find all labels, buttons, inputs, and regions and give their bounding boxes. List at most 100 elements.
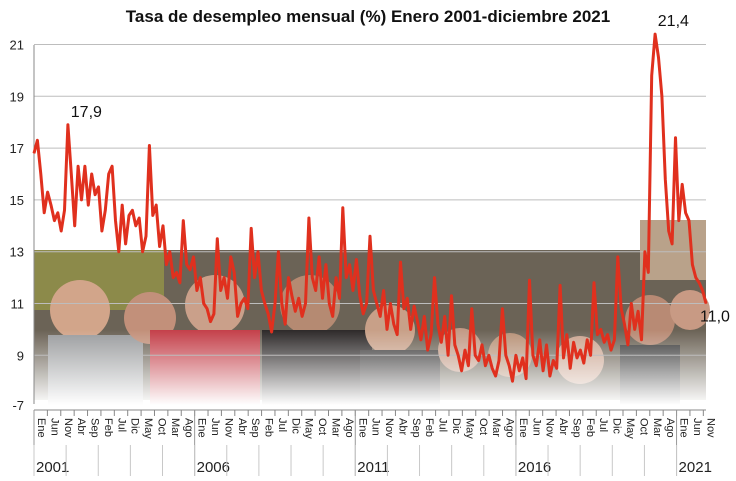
y-tick-label: 19 [10, 89, 24, 104]
series-point [698, 282, 700, 284]
series-point [362, 313, 364, 315]
series-point [216, 238, 218, 240]
series-point [637, 310, 639, 312]
series-point [600, 328, 602, 330]
series-point [206, 308, 208, 310]
series-point [393, 323, 395, 325]
series-point [528, 279, 531, 281]
series-point [175, 271, 178, 274]
series-point [298, 297, 300, 299]
annotation-label: 17,9 [71, 104, 102, 121]
series-point [416, 321, 419, 323]
x-year-label: 2001 [36, 459, 69, 476]
x-month-label: Nov [222, 418, 234, 438]
x-month-label: Sep [249, 418, 261, 438]
series-point [158, 245, 161, 248]
series-point [291, 295, 293, 297]
series-point [111, 165, 113, 167]
series-point [372, 289, 374, 292]
series-point [535, 365, 537, 367]
series-point [532, 354, 534, 356]
series-point [590, 354, 592, 356]
series-point [702, 289, 704, 292]
x-month-label: Mar [169, 418, 181, 437]
series-point [301, 315, 303, 318]
series-point [647, 271, 649, 274]
x-month-label: Feb [423, 418, 435, 437]
x-month-label: Dic [450, 418, 462, 434]
series-point [311, 277, 313, 279]
series-point [617, 256, 619, 258]
series-point [474, 354, 476, 356]
x-month-label: Ene [678, 418, 690, 438]
series-point [579, 349, 582, 351]
series-point [695, 277, 697, 279]
series-point [165, 264, 167, 266]
series-point [284, 323, 286, 325]
series-point [125, 243, 127, 245]
x-month-label: May [624, 418, 636, 439]
x-month-label: May [303, 418, 315, 439]
series-point [60, 230, 62, 232]
y-tick-label: 9 [17, 348, 24, 363]
series-point [277, 251, 279, 253]
series-point [410, 328, 412, 330]
series-point [542, 370, 544, 372]
series-point [566, 333, 568, 336]
series-point [335, 277, 337, 279]
series-point [478, 359, 480, 362]
series-point [152, 214, 154, 217]
series-point [359, 295, 361, 297]
annotation-label: 11,0 [700, 309, 730, 326]
series-point [559, 284, 561, 286]
x-month-label: May [142, 418, 154, 439]
x-month-label: Ago [182, 418, 194, 438]
series-point [610, 349, 612, 351]
series-point [53, 220, 55, 222]
series-point [274, 302, 276, 305]
series-point [281, 302, 283, 305]
x-month-label: Ago [343, 418, 355, 438]
series-point [382, 289, 385, 292]
series-point [118, 251, 120, 253]
series-point [91, 173, 93, 175]
series-point [518, 370, 520, 372]
y-tick-label: 15 [10, 193, 24, 208]
series-point [444, 315, 446, 318]
x-month-label: Nov [62, 418, 74, 438]
series-point [257, 251, 259, 253]
series-point [67, 124, 69, 126]
series-point [454, 344, 456, 346]
series-point [603, 341, 605, 343]
series-point [40, 173, 42, 175]
series-point [688, 220, 690, 222]
series-point [484, 365, 486, 367]
series-point [413, 305, 415, 307]
y-tick-label: 11 [11, 297, 25, 312]
series-point [545, 344, 548, 346]
x-month-label: Ene [356, 418, 368, 438]
series-point [308, 217, 310, 219]
series-point [369, 235, 371, 237]
series-point [671, 243, 673, 245]
series-point [471, 308, 473, 310]
series-point [226, 297, 229, 299]
x-month-label: Ago [504, 418, 516, 438]
x-month-label: Feb [263, 418, 275, 437]
series-point [186, 264, 188, 266]
series-point [128, 214, 130, 217]
x-month-label: Mar [330, 418, 342, 437]
series-point [345, 277, 347, 279]
x-axis: Ene Jun Nov Abr Sep Feb Jul Dic May Oct Mar Ago Ene J… [33, 409, 716, 476]
x-month-label: Oct [637, 418, 649, 435]
series-point [651, 74, 653, 77]
series-point [264, 302, 266, 305]
x-year-label: 2006 [197, 459, 230, 476]
series-point [87, 204, 89, 206]
x-month-label: Dic [289, 418, 301, 434]
x-year-label: 2016 [518, 459, 551, 476]
series-point [661, 95, 663, 97]
series-point [223, 277, 225, 279]
x-month-label: Nov [383, 418, 395, 438]
series-point [457, 354, 459, 356]
